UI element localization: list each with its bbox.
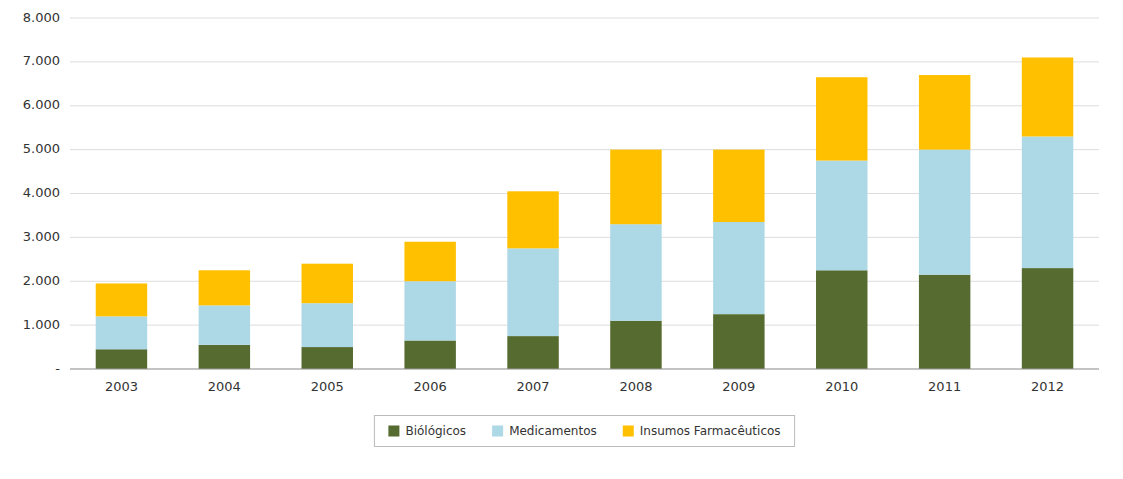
legend-label: Insumos Farmacêuticos (640, 424, 781, 438)
x-axis-line (70, 369, 1099, 370)
legend-label: Medicamentos (509, 424, 597, 438)
series-bars (96, 57, 1074, 316)
bar (302, 303, 353, 347)
y-tick-label: 2.000 (23, 273, 60, 288)
series-bars (96, 268, 1074, 369)
bar (816, 161, 867, 271)
bar (302, 264, 353, 303)
bar (96, 283, 147, 316)
bar (713, 150, 764, 222)
bar (507, 191, 558, 248)
x-tick-label: 2011 (928, 379, 961, 394)
legend-item: Medicamentos (492, 424, 597, 438)
x-tick-label: 2004 (208, 379, 241, 394)
y-tick-label: 3.000 (23, 229, 60, 244)
legend-label: Biólógicos (405, 424, 466, 438)
bar (199, 305, 250, 344)
y-tick-label: 8.000 (23, 10, 60, 25)
grid-line (70, 61, 1099, 62)
x-axis: 2003 2004 2005 2006 2007 2008 2009 2010 2011 2012 (70, 369, 1099, 394)
legend: Biólógicos Medicamentos Insumos Farmacêuti… (374, 416, 794, 447)
bar (816, 77, 867, 160)
bar (919, 150, 970, 275)
y-axis: - 1.000 2.000 3.000 4.000 5.000 6.000 7.000 8.00… (23, 10, 61, 376)
bar (404, 242, 455, 281)
x-tick-label: 2007 (517, 379, 550, 394)
legend-frame (374, 416, 794, 447)
x-tick-label: 2012 (1031, 379, 1064, 394)
chart-container: - 1.000 2.000 3.000 4.000 5.000 6.000 7.000 8.00… (0, 0, 1123, 479)
bar (713, 222, 764, 314)
bar (610, 321, 661, 369)
grid-line (70, 369, 1099, 370)
y-tick-label: - (55, 361, 60, 376)
bar (919, 75, 970, 150)
legend-item: Insumos Farmacêuticos (623, 424, 781, 438)
x-tick-label: 2010 (825, 379, 858, 394)
bar (713, 314, 764, 369)
y-tick-label: 6.000 (23, 97, 60, 112)
series-bars (96, 136, 1074, 349)
legend-swatch (623, 426, 634, 437)
bar (302, 347, 353, 369)
bar (1022, 136, 1073, 268)
bar (507, 248, 558, 336)
grid (70, 18, 1099, 369)
bar (404, 281, 455, 340)
y-tick-label: 1.000 (23, 317, 60, 332)
bar (816, 270, 867, 369)
y-tick-label: 7.000 (23, 53, 60, 68)
bar (96, 316, 147, 349)
y-tick-label: 5.000 (23, 141, 60, 156)
bar (610, 150, 661, 225)
bar (610, 224, 661, 321)
chart-svg: - 1.000 2.000 3.000 4.000 5.000 6.000 7.000 8.00… (0, 0, 1123, 479)
legend-item: Biólógicos (388, 424, 466, 438)
bar (404, 340, 455, 369)
bar (507, 336, 558, 369)
x-tick-label: 2005 (311, 379, 344, 394)
bar (1022, 268, 1073, 369)
bar (199, 270, 250, 305)
bar (199, 345, 250, 369)
x-tick-label: 2008 (619, 379, 652, 394)
bars (96, 57, 1074, 369)
x-tick-label: 2009 (722, 379, 755, 394)
bar (96, 349, 147, 369)
legend-swatch (492, 426, 503, 437)
x-tick-label: 2003 (105, 379, 138, 394)
bar (1022, 57, 1073, 136)
grid-line (70, 18, 1099, 19)
bar (919, 275, 970, 369)
x-tick-label: 2006 (414, 379, 447, 394)
legend-swatch (388, 426, 399, 437)
y-tick-label: 4.000 (23, 185, 60, 200)
